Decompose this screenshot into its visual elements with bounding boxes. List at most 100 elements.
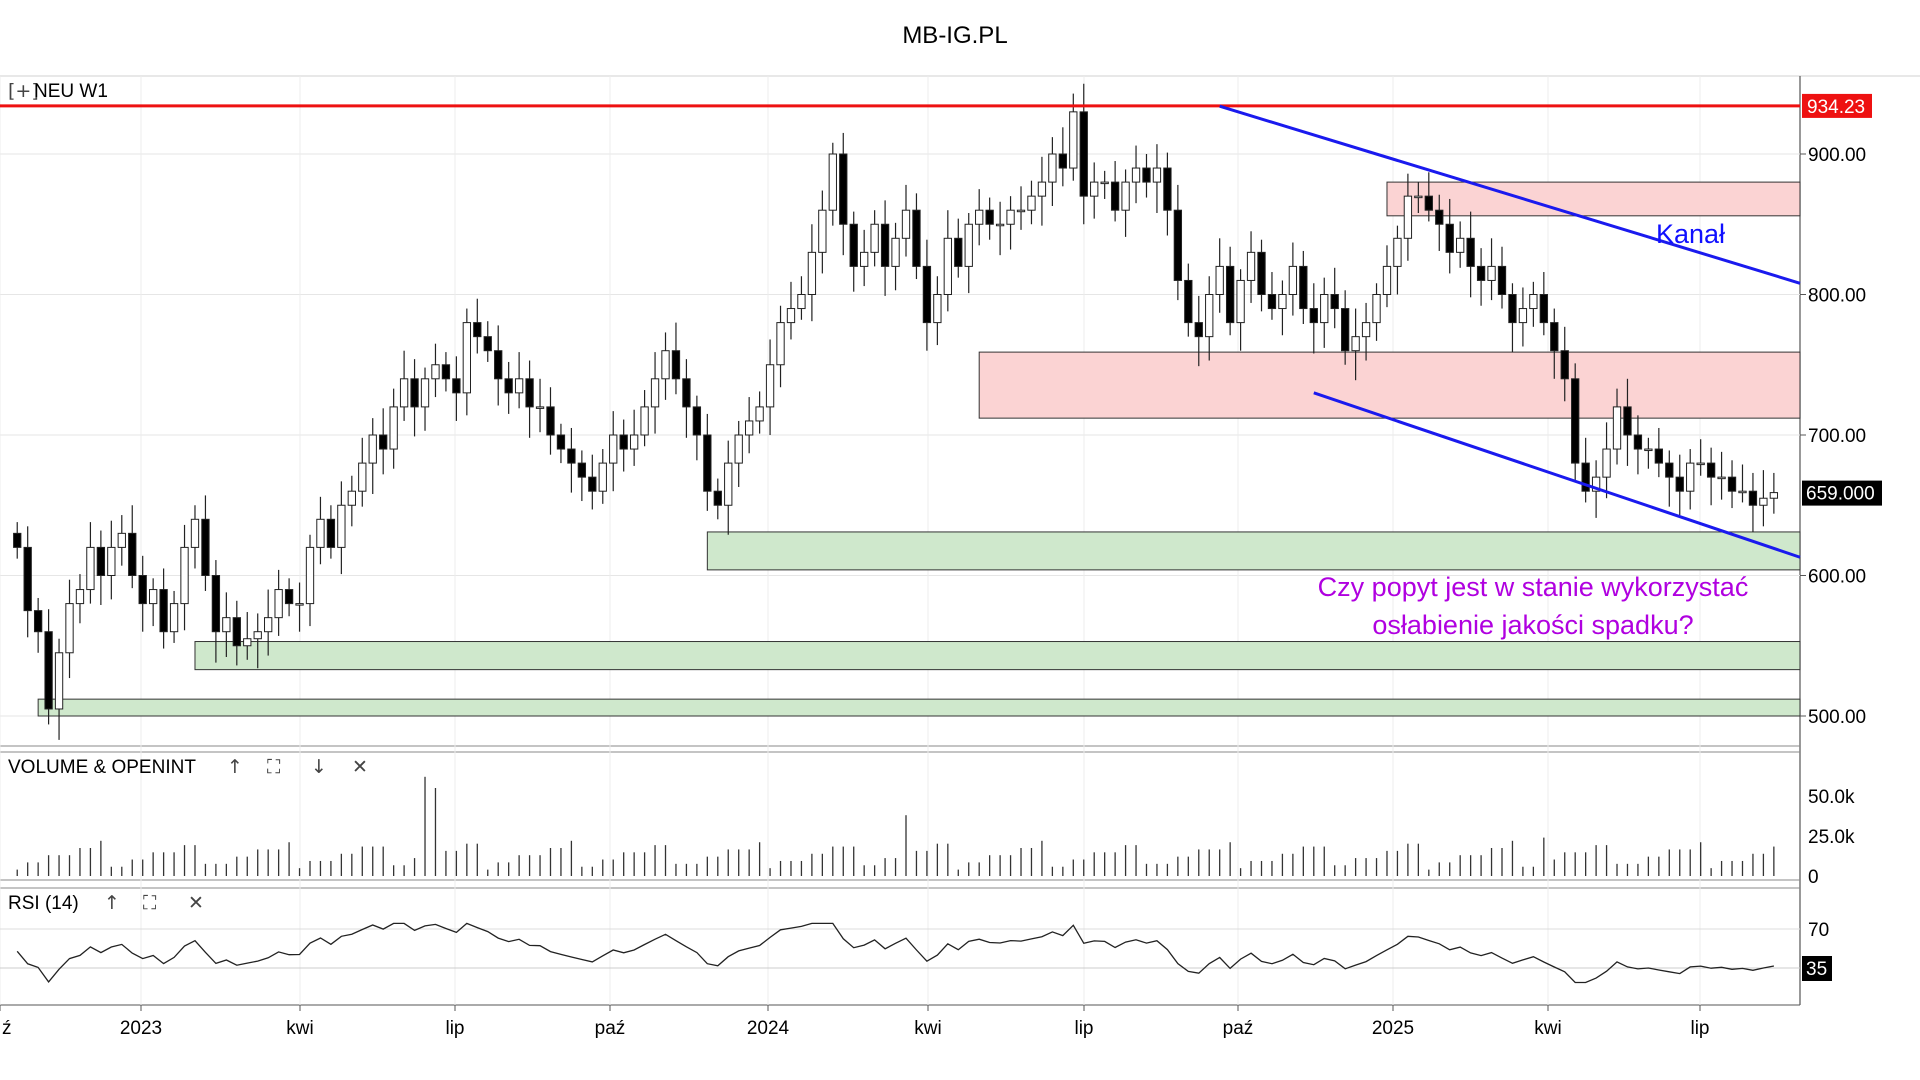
last-price-label: 659.000 xyxy=(1806,484,1875,505)
last-price-tag xyxy=(1802,480,1882,506)
bear-candle xyxy=(33,610,43,633)
x-tick-label: kwi xyxy=(914,1018,941,1039)
bull-candle xyxy=(734,434,743,464)
bear-candle xyxy=(985,209,994,225)
bull-candle xyxy=(1131,167,1141,183)
bull-candle xyxy=(995,223,1005,227)
bull-candle xyxy=(1602,448,1611,478)
bull-candle xyxy=(514,378,524,394)
bear-candle xyxy=(1225,265,1235,324)
demand-zone xyxy=(37,698,1801,717)
bull-candle xyxy=(1382,265,1392,295)
bull-candle xyxy=(274,589,283,619)
x-tick-label: lip xyxy=(1074,1018,1093,1039)
bull-candle xyxy=(828,153,837,211)
bear-candle xyxy=(138,575,147,605)
bear-candle xyxy=(1581,462,1590,492)
x-axis-labels: ź 2023 kwi lip paź 2024 kwi lip paź 2025 kwi lip xyxy=(0,1005,1710,1039)
rsi-panel-label: RSI (14) xyxy=(8,893,79,914)
y-tick-label: 500.00 xyxy=(1808,707,1866,728)
bear-candle xyxy=(1550,322,1559,352)
bear-candle xyxy=(504,378,513,394)
bear-candle xyxy=(556,434,566,450)
bear-candle xyxy=(1435,209,1444,225)
channel-upper-line xyxy=(1219,104,1801,285)
supply-zone xyxy=(1386,181,1801,217)
move-down-icon[interactable]: ↓ xyxy=(311,756,327,778)
bear-candle xyxy=(682,378,691,408)
bear-candle xyxy=(1727,476,1737,492)
channel-label: Kanał xyxy=(1656,219,1725,249)
price-panel-label: NEU W1 xyxy=(34,81,108,102)
bull-candle xyxy=(1351,336,1360,352)
bull-candle xyxy=(1278,294,1287,310)
x-tick-label: kwi xyxy=(286,1018,313,1039)
bull-candle xyxy=(776,322,785,366)
bear-candle xyxy=(452,378,461,394)
bull-candle xyxy=(1456,237,1465,253)
bull-candle xyxy=(264,617,273,633)
volume-tick-label: 25.0k xyxy=(1808,827,1855,848)
close-icon[interactable]: ✕ xyxy=(188,892,204,914)
x-tick-label: kwi xyxy=(1534,1018,1561,1039)
bear-candle xyxy=(1497,265,1507,295)
bull-candle xyxy=(1037,181,1047,197)
bull-candle xyxy=(1069,111,1078,169)
bull-candle xyxy=(755,406,764,422)
bull-candle xyxy=(1403,195,1413,239)
x-tick-label: 2024 xyxy=(747,1018,790,1039)
bull-candle xyxy=(891,237,900,267)
bull-candle xyxy=(316,518,325,548)
bear-candle xyxy=(410,378,419,408)
bear-candle xyxy=(483,336,492,352)
bull-candle xyxy=(744,420,754,436)
x-tick-label: paź xyxy=(1223,1018,1254,1039)
bull-candle xyxy=(65,603,74,654)
bull-candle xyxy=(1016,209,1026,213)
bull-candle xyxy=(1121,181,1130,211)
bear-candle xyxy=(159,589,168,633)
rsi-last-label: 35 xyxy=(1806,959,1827,980)
bear-candle xyxy=(379,434,388,450)
expand-icon[interactable]: ⛶ xyxy=(142,892,157,914)
question-line-1: Czy popyt jest w stanie wykorzystać xyxy=(1318,572,1749,602)
bull-candle xyxy=(598,462,607,492)
bear-candle xyxy=(128,532,137,576)
expand-icon[interactable]: ⛶ xyxy=(266,756,281,778)
bull-candle xyxy=(347,490,356,506)
close-icon[interactable]: ✕ xyxy=(352,756,368,778)
bear-candle xyxy=(1539,294,1548,324)
bull-candle xyxy=(1100,181,1109,185)
collapse-icon[interactable]: [+] xyxy=(8,80,39,102)
bull-candle xyxy=(964,223,973,267)
bull-candle xyxy=(169,603,179,633)
bear-candle xyxy=(1466,237,1475,267)
bear-candle xyxy=(1257,251,1266,296)
bull-candle xyxy=(724,462,733,506)
bear-candle xyxy=(284,589,294,605)
bull-candle xyxy=(661,350,670,380)
bull-candle xyxy=(243,638,252,647)
bull-candle xyxy=(1393,237,1402,267)
bear-candle xyxy=(912,209,921,267)
bear-candle xyxy=(1309,308,1318,324)
trend-lines xyxy=(0,104,1801,559)
bear-candle xyxy=(326,518,336,548)
question-line-2: osłabienie jakości spadku? xyxy=(1372,610,1693,640)
bull-candle xyxy=(368,434,377,464)
bear-candle xyxy=(671,350,681,380)
bear-candle xyxy=(1675,476,1684,492)
rsi-last-tag xyxy=(1802,956,1832,981)
bull-candle xyxy=(1738,490,1747,494)
resistance-tag xyxy=(1802,93,1872,118)
bear-candle xyxy=(1058,153,1068,169)
rsi-line xyxy=(16,922,1775,984)
bull-candle xyxy=(117,532,126,548)
chart-title: MB-IG.PL xyxy=(902,22,1007,49)
bear-candle xyxy=(1633,434,1643,450)
move-up-icon[interactable]: ↑ xyxy=(227,756,243,778)
bull-candle xyxy=(629,434,639,450)
move-up-icon[interactable]: ↑ xyxy=(104,892,120,914)
bull-candle xyxy=(1487,265,1496,281)
bear-candle xyxy=(619,434,628,450)
